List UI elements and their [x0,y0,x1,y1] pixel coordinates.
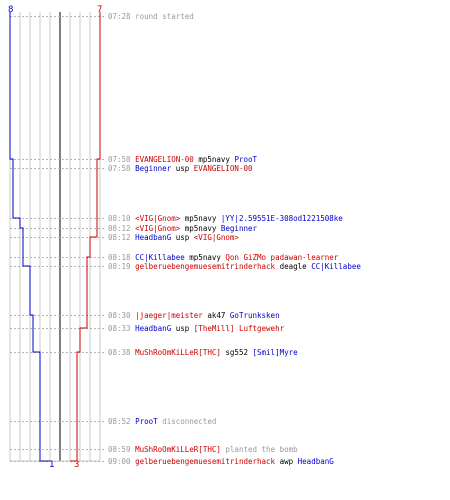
event-part: ak47 [207,311,226,320]
event-part: HeadbanG [297,457,334,466]
event-row: 08:59 MuShRoOmKiLLeR[THC] planted the bo… [108,445,298,454]
event-part: HeadbanG [135,324,172,333]
event-part: MuShRoOmKiLLeR[THC] [135,348,221,357]
event-row: 08:10 <VIG|Gnom> mp5navy |YY|2.59551E-30… [108,214,343,223]
ct-start-count: 8 [8,5,13,15]
t-start-count: 7 [97,5,102,15]
event-part: gelberuebengemuesemitrinderhack [135,457,276,466]
event-time: 08:19 [108,262,131,271]
event-time: 07:58 [108,164,131,173]
event-part: ProoT [135,417,158,426]
event-part: |jaeger|meister [135,311,203,320]
event-part: deagle [279,262,307,271]
event-part: mp5navy [184,214,217,223]
ct-alive-line [9,12,50,462]
event-part: mp5navy [189,253,221,262]
event-part: [TheMill] Luftgewehr [193,324,285,333]
event-part: ProoT [234,155,258,164]
event-row: 09:00 gelberuebengemuesemitrinderhack aw… [108,457,334,466]
event-time: 08:10 [108,214,131,223]
event-time: 07:28 [108,12,131,21]
event-time: 09:00 [108,457,131,466]
event-part: awp [279,457,294,466]
event-part: round started [135,12,194,21]
event-part: |YY|2.59551E-308od1221508ke [220,214,343,223]
event-part: GoTrunksken [229,311,280,320]
t-alive-line [70,12,101,462]
event-time: 08:38 [108,348,131,357]
event-part: sg552 [225,348,248,357]
event-part: mp5navy [184,224,217,233]
t-end-count: 3 [74,460,79,470]
event-part: Beginner [135,164,172,173]
event-part: HeadbanG [135,233,172,242]
event-part: MuShRoOmKiLLeR[THC] [135,445,221,454]
event-part: usp [175,324,190,333]
event-part: CC|Killabee [135,253,185,262]
event-time: 08:30 [108,311,131,320]
event-part: usp [175,164,190,173]
event-time: 07:58 [108,155,131,164]
event-row: 08:18 CC|Killabee mp5navy Qon GiZMo pada… [108,253,338,262]
event-part: [Smil]Myre [252,348,298,357]
event-time: 08:18 [108,253,131,262]
event-time: 08:52 [108,417,131,426]
event-row: 08:38 MuShRoOmKiLLeR[THC] sg552 [Smil]My… [108,348,298,357]
event-row: 08:52 ProoT disconnected [108,417,216,426]
event-part: EVANGELION-00 [193,164,253,173]
event-time: 08:59 [108,445,131,454]
event-time: 08:12 [108,233,131,242]
event-part: disconnected [162,417,217,426]
event-part: planted the bomb [225,445,298,454]
event-time: 08:12 [108,224,131,233]
event-row: 08:33 HeadbanG usp [TheMill] Luftgewehr [108,324,284,333]
event-row: 07:28 round started [108,12,194,21]
event-row: 08:19 gelberuebengemuesemitrinderhack de… [108,262,361,271]
event-part: <VIG|Gnom> [135,224,181,233]
event-row: 08:30 |jaeger|meister ak47 GoTrunksken [108,311,280,320]
event-part: <VIG|Gnom> [135,214,181,223]
event-row: 08:12 HeadbanG usp <VIG|Gnom> [108,233,239,242]
event-part: Qon GiZMo padawan-learner [225,253,339,262]
event-part: CC|Killabee [311,262,361,271]
event-row: 07:58 EVANGELION-00 mp5navy ProoT [108,155,257,164]
ct-end-count: 1 [49,460,54,470]
event-part: gelberuebengemuesemitrinderhack [135,262,276,271]
event-part: Beginner [220,224,258,233]
event-part: EVANGELION-00 [135,155,194,164]
event-time: 08:33 [108,324,131,333]
event-part: <VIG|Gnom> [193,233,239,242]
event-row: 08:12 <VIG|Gnom> mp5navy Beginner [108,224,257,233]
event-part: usp [175,233,190,242]
event-part: mp5navy [198,155,230,164]
event-row: 07:58 Beginner usp EVANGELION-00 [108,164,253,173]
